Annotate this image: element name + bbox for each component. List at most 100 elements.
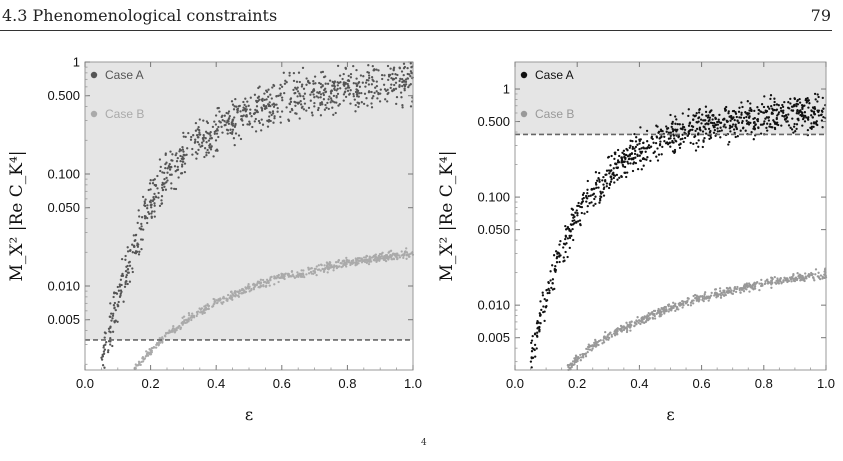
data-point (303, 102, 307, 105)
data-point (217, 135, 220, 139)
data-point (375, 80, 378, 83)
data-point (585, 200, 588, 203)
data-point (344, 67, 348, 70)
data-point (646, 140, 649, 143)
data-point (144, 198, 147, 201)
data-point (727, 110, 730, 113)
data-point (341, 77, 344, 81)
data-point (628, 321, 631, 324)
data-point (265, 90, 269, 94)
data-point (213, 130, 216, 134)
data-point (280, 96, 284, 99)
data-point (813, 92, 817, 96)
data-point (719, 136, 722, 139)
data-point (701, 295, 704, 298)
data-point (234, 124, 237, 127)
data-point (596, 341, 599, 344)
data-point (531, 347, 534, 350)
data-point (594, 181, 598, 185)
data-point (777, 282, 781, 285)
header-rule (0, 30, 832, 31)
data-point (621, 160, 624, 163)
data-point (620, 174, 623, 178)
data-point (398, 79, 401, 83)
data-point (682, 125, 685, 129)
data-point (158, 336, 161, 340)
data-point (802, 104, 805, 107)
data-point (784, 117, 787, 121)
data-point (248, 112, 252, 115)
data-point (763, 95, 766, 98)
data-point (787, 113, 790, 116)
data-point (220, 125, 223, 128)
data-point (371, 97, 374, 100)
data-point (697, 145, 700, 148)
data-point (801, 107, 804, 111)
data-point (285, 81, 288, 84)
data-point (796, 103, 800, 106)
data-point (588, 348, 592, 351)
data-point (267, 103, 271, 107)
data-point (271, 103, 274, 106)
data-point (302, 108, 306, 111)
data-point (370, 90, 373, 94)
data-point (218, 110, 221, 113)
data-point (181, 316, 184, 319)
data-point (407, 85, 410, 89)
data-point (254, 130, 258, 133)
data-point (153, 192, 156, 196)
data-point (205, 141, 208, 144)
data-point (678, 301, 682, 305)
data-point (245, 105, 248, 108)
data-point (586, 350, 589, 354)
data-point (288, 74, 291, 77)
data-point (367, 74, 371, 77)
data-point (377, 91, 380, 95)
data-point (121, 274, 124, 277)
data-point (163, 177, 166, 181)
data-point (294, 86, 297, 89)
x-axis-label: ε (666, 405, 674, 424)
data-point (311, 114, 314, 117)
data-point (816, 275, 819, 278)
data-point (140, 222, 143, 226)
data-point (194, 151, 198, 154)
data-point (797, 119, 800, 122)
data-point (233, 143, 236, 147)
data-point (166, 171, 169, 174)
data-point (113, 301, 117, 305)
data-point (535, 347, 538, 350)
data-point (630, 152, 633, 156)
data-point (666, 143, 670, 146)
data-point (155, 346, 158, 349)
data-point (707, 127, 711, 131)
data-point (367, 64, 370, 67)
data-point (202, 133, 205, 137)
data-point (347, 259, 351, 262)
data-point (626, 160, 629, 163)
data-point (773, 275, 776, 279)
data-point (266, 125, 270, 128)
data-point (815, 120, 818, 123)
data-point (753, 109, 756, 113)
data-point (649, 312, 653, 315)
data-point (757, 126, 760, 129)
data-point (378, 100, 382, 103)
data-point (674, 129, 678, 132)
data-point (745, 119, 748, 122)
data-point (258, 121, 261, 125)
section-title: 4.3 Phenomenological constraints (2, 6, 278, 25)
data-point (323, 264, 326, 267)
data-point (793, 97, 796, 100)
data-point (692, 294, 695, 298)
data-point (769, 97, 772, 101)
x-tick-label: 1.0 (817, 376, 835, 391)
data-point (359, 74, 363, 77)
data-point (276, 106, 279, 110)
data-point (327, 98, 330, 101)
data-point (179, 159, 182, 163)
data-point (142, 228, 145, 231)
data-point (565, 242, 568, 245)
data-point (562, 246, 565, 249)
data-point (788, 107, 791, 110)
